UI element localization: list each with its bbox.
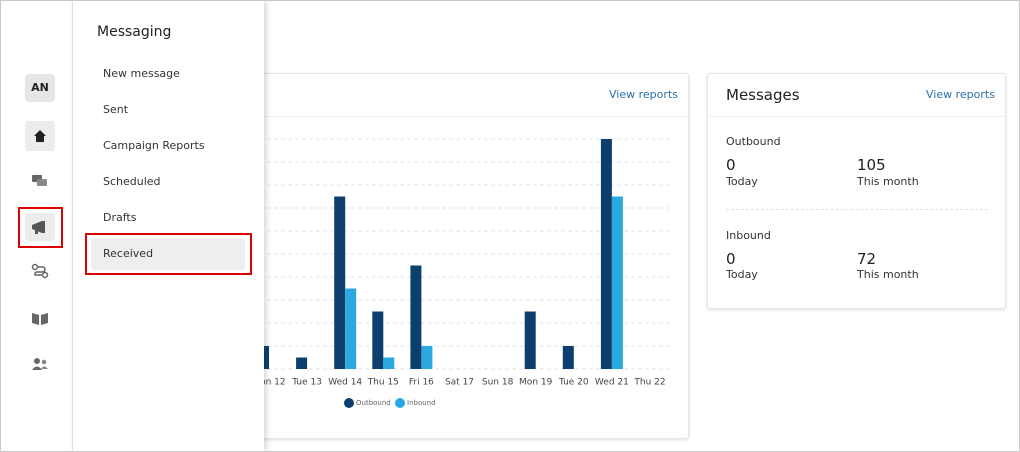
icon-rail: AN	[1, 1, 73, 451]
divider	[708, 116, 1005, 117]
card-title: Messages	[726, 86, 800, 104]
bar	[421, 346, 433, 369]
bar	[562, 346, 574, 369]
stat-label: This month	[857, 175, 919, 188]
menu-title: Messaging	[97, 24, 172, 40]
stat-value: 72	[857, 250, 877, 268]
section-label: Outbound	[726, 135, 781, 148]
menu-item[interactable]: Sent	[103, 103, 129, 116]
stat-value: 105	[857, 156, 886, 174]
bar	[600, 139, 612, 369]
x-tick-label: Sun 18	[482, 378, 514, 388]
x-tick-label: Tue 13	[291, 378, 322, 388]
bar	[383, 357, 395, 369]
x-tick-label: Sat 17	[445, 378, 474, 388]
x-tick-label: Mon 12	[252, 378, 285, 388]
legend-swatch	[344, 398, 354, 408]
stat-value: 0	[726, 156, 736, 174]
campaign-icon[interactable]	[25, 213, 55, 241]
contacts-icon[interactable]	[31, 356, 49, 372]
view-reports-link[interactable]: View reports	[609, 88, 678, 101]
menu-item[interactable]: Campaign Reports	[103, 139, 205, 152]
legend-swatch	[395, 398, 405, 408]
legend-label: Outbound	[356, 399, 391, 407]
selected-bg	[91, 238, 245, 270]
x-tick-label: Tue 20	[558, 378, 589, 388]
bar	[524, 311, 536, 369]
x-tick-label: Wed 14	[328, 378, 362, 388]
stat-value: 0	[726, 250, 736, 268]
menu-item[interactable]: Scheduled	[103, 175, 161, 188]
home-icon[interactable]	[25, 121, 55, 151]
stat-label: Today	[726, 175, 758, 188]
chat-icon[interactable]	[31, 173, 49, 189]
bar	[611, 196, 623, 369]
legend-label: Inbound	[407, 399, 436, 407]
messages-card: Messages View reports Outbound 0 Today 1…	[707, 73, 1006, 309]
x-tick-label: Thu 22	[633, 378, 665, 388]
menu-item[interactable]: Drafts	[103, 211, 137, 224]
flow-icon[interactable]	[31, 263, 49, 279]
menu-item[interactable]: New message	[103, 67, 180, 80]
bar	[345, 288, 357, 369]
x-tick-label: Fri 16	[409, 378, 434, 388]
divider	[98, 116, 688, 117]
divider	[726, 209, 988, 210]
bar	[410, 265, 422, 369]
menu-item[interactable]: Received	[103, 247, 154, 260]
stat-label: Today	[726, 268, 758, 281]
x-tick-label: Thu 15	[367, 378, 399, 388]
book-icon[interactable]	[31, 310, 49, 326]
highlight-box	[18, 207, 63, 248]
highlight-box	[85, 233, 252, 275]
bar	[334, 196, 346, 369]
avatar[interactable]: AN	[25, 74, 55, 102]
bar	[372, 311, 384, 369]
section-label: Inbound	[726, 229, 771, 242]
messaging-menu: Messaging New message Sent Campaign Repo…	[73, 1, 264, 451]
x-tick-label: Wed 21	[595, 378, 629, 388]
bar	[296, 357, 308, 369]
view-reports-link[interactable]: View reports	[926, 88, 995, 101]
stat-label: This month	[857, 268, 919, 281]
x-tick-label: Mon 19	[519, 378, 553, 388]
